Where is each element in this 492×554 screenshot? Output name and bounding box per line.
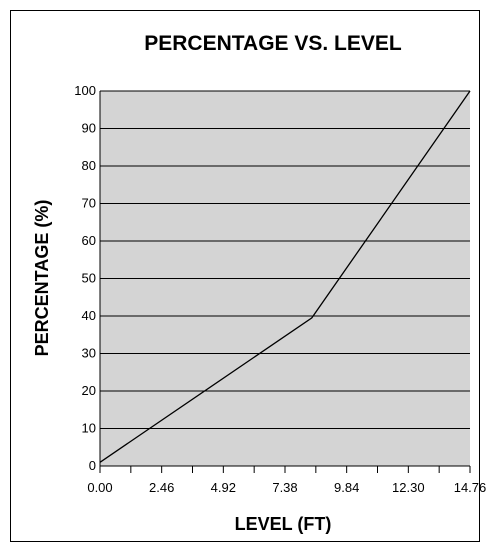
series-layer [99,90,471,463]
x-tick-label: 0.00 [87,480,112,495]
x-tick-label: 4.92 [211,480,236,495]
y-tick-label: 70 [82,196,96,211]
y-tick-label: 20 [82,383,96,398]
x-tick-label: 7.38 [272,480,297,495]
y-tick-label: 90 [82,121,96,136]
x-axis-label: LEVEL (FT) [235,514,332,534]
y-axis-ticks: 0 10 20 30 40 50 60 70 80 90 100 [74,83,96,473]
y-tick-label: 40 [82,308,96,323]
y-tick-label: 30 [82,346,96,361]
grid-lines [99,90,470,467]
y-axis-label: PERCENTAGE (%) [32,200,52,357]
series-line [99,90,471,463]
y-tick-label: 10 [82,421,96,436]
x-axis-ticks: 0.00 2.46 4.92 7.38 9.84 12.30 14.76 [87,466,486,495]
chart-title: PERCENTAGE VS. LEVEL [144,32,402,55]
y-tick-label: 50 [82,271,96,286]
y-tick-label: 100 [74,83,96,98]
x-tick-label: 14.76 [454,480,487,495]
x-tick-label: 9.84 [334,480,359,495]
x-tick-label: 12.30 [392,480,425,495]
y-tick-label: 80 [82,158,96,173]
x-tick-label: 2.46 [149,480,174,495]
y-tick-label: 60 [82,233,96,248]
y-tick-label: 0 [89,458,96,473]
